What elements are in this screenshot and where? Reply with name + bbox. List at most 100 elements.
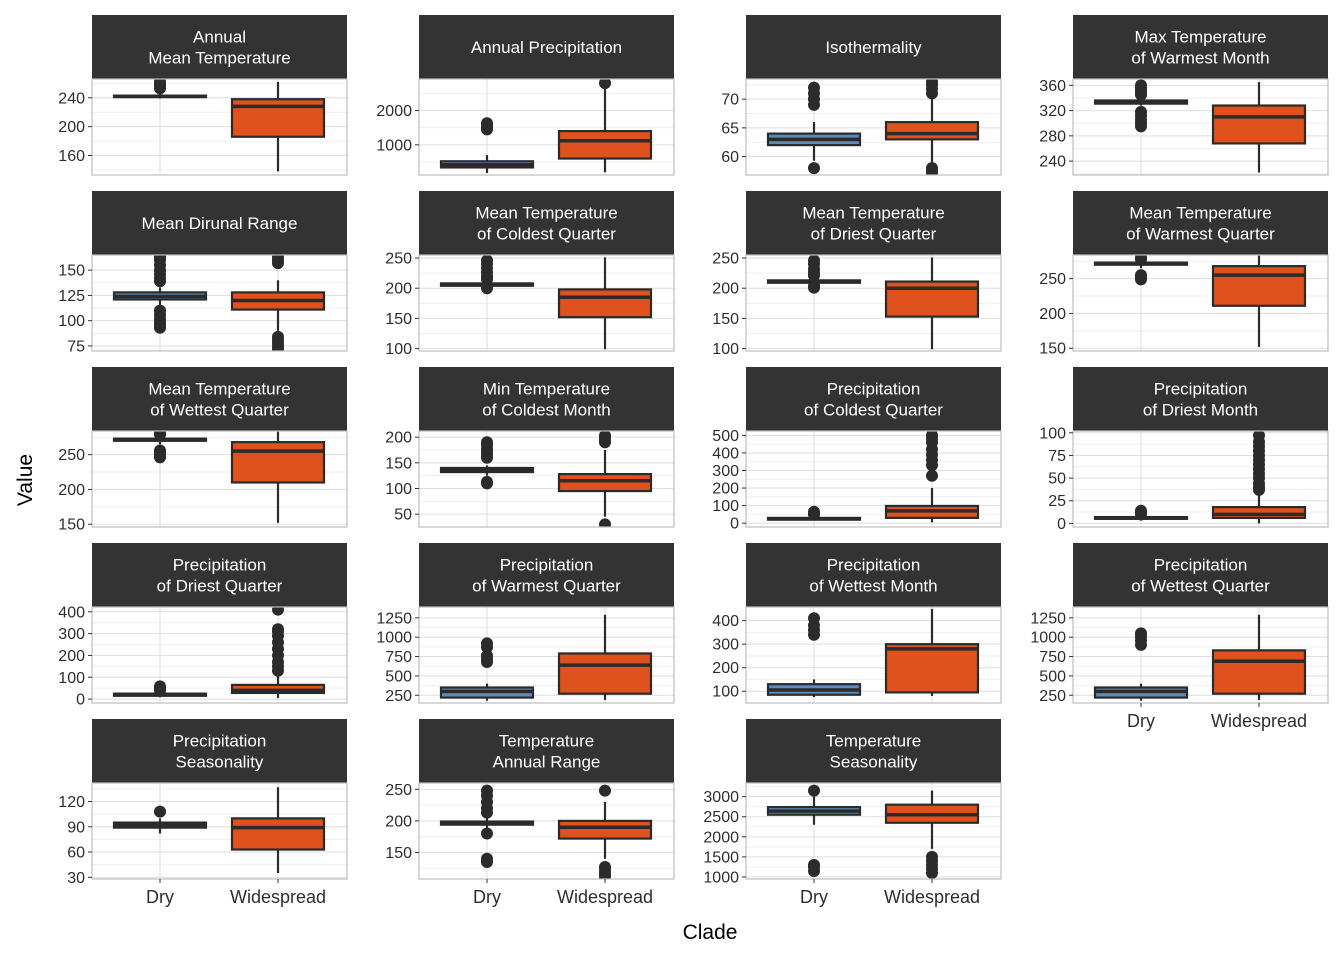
y-tick-label: 150: [712, 311, 739, 328]
outlier-point: [1135, 504, 1147, 517]
panel-content: [1073, 79, 1328, 175]
y-tick-label: 200: [385, 813, 412, 830]
y-tick-label: 1000: [703, 869, 739, 886]
facet-title: Seasonality: [830, 753, 918, 772]
outlier-point: [1135, 627, 1147, 640]
box-body: [557, 819, 653, 840]
y-tick-label: 100: [712, 498, 739, 515]
facet-strip: [92, 15, 347, 79]
facet-strip: [419, 367, 674, 431]
box-widespread: [230, 81, 326, 172]
facet-panels: Annual Mean Temperature 160 200 240 Annual Pr…: [58, 15, 1329, 907]
y-tick-label: 200: [58, 482, 85, 499]
panel-border: [1072, 254, 1329, 352]
box-body: [884, 643, 980, 694]
x-tick-label: Dry: [800, 887, 828, 907]
outlier-point: [272, 255, 284, 264]
outlier-point: [481, 282, 493, 295]
box-widespread: [230, 607, 326, 698]
outlier-point: [599, 431, 611, 442]
facet-title: Precipitation: [1154, 380, 1248, 399]
facet-title: of Driest Quarter: [811, 225, 937, 244]
x-tick-label: Dry: [146, 887, 174, 907]
facet-panel: Precipitation of Driest Month 0 25 50 75 100: [1039, 367, 1329, 533]
panel-border: [1072, 78, 1329, 176]
facet-strip: [92, 191, 347, 255]
facet-strip: [746, 15, 1001, 79]
y-tick-label: 120: [58, 794, 85, 811]
y-tick-label: 1250: [1030, 610, 1066, 627]
y-tick-label: 0: [1057, 516, 1066, 533]
facet-strip: [1073, 15, 1328, 79]
box-widespread: [557, 257, 653, 350]
outlier-point: [808, 279, 820, 292]
outlier-point: [1135, 105, 1147, 118]
facet-title: of Driest Quarter: [157, 577, 283, 596]
box-widespread: [557, 79, 653, 173]
facet-title: of Coldest Quarter: [477, 225, 616, 244]
facet-title: Temperature: [499, 732, 594, 751]
facet-title: Seasonality: [176, 753, 264, 772]
facet-title: of Driest Month: [1143, 401, 1258, 420]
box-widespread: [1211, 255, 1307, 347]
facet-title: of Coldest Month: [482, 401, 611, 420]
box-body: [557, 652, 653, 695]
outlier-point: [481, 784, 493, 797]
box-dry: [766, 612, 862, 698]
box-widespread: [230, 255, 326, 351]
y-tick-label: 100: [385, 481, 412, 498]
panel-content: [92, 431, 347, 527]
y-tick-label: 150: [1039, 341, 1066, 358]
box-widespread: [884, 608, 980, 696]
panel-content: [92, 607, 347, 703]
y-tick-label: 280: [1039, 128, 1066, 145]
x-tick-label: Widespread: [884, 887, 980, 907]
box-dry: [766, 505, 862, 521]
y-tick-label: 750: [385, 649, 412, 666]
box-body: [557, 130, 653, 160]
y-tick-label: 150: [58, 517, 85, 534]
y-tick-label: 240: [1039, 154, 1066, 171]
box-widespread: [557, 431, 653, 527]
facet-title: Min Temperature: [483, 380, 610, 399]
x-tick-label: Widespread: [557, 887, 653, 907]
x-tick-label: Widespread: [230, 887, 326, 907]
y-tick-label: 125: [58, 288, 85, 305]
box-dry: [112, 79, 208, 99]
x-axis-title: Clade: [683, 921, 738, 944]
x-tick-label: Dry: [473, 887, 501, 907]
y-tick-label: 0: [76, 692, 85, 709]
outlier-point: [599, 518, 611, 527]
facet-panel: Annual Precipitation 1000 2000: [376, 15, 675, 176]
y-tick-label: 160: [58, 148, 85, 165]
outlier-point: [599, 79, 611, 90]
panel-content: [419, 255, 674, 351]
y-tick-label: 150: [385, 845, 412, 862]
facet-title: Precipitation: [500, 556, 594, 575]
facet-strip: [419, 543, 674, 607]
box-body: [230, 817, 326, 851]
box-widespread: [1211, 431, 1307, 524]
facet-title: Mean Temperature: [475, 204, 617, 223]
outlier-point: [481, 255, 493, 267]
y-tick-label: 250: [385, 251, 412, 268]
outlier-point: [481, 827, 493, 840]
y-tick-label: 60: [67, 845, 85, 862]
y-tick-label: 250: [712, 251, 739, 268]
panel-content: [92, 783, 347, 879]
facet-title: of Wettest Quarter: [150, 401, 289, 420]
outlier-point: [1135, 79, 1147, 92]
y-tick-label: 150: [58, 263, 85, 280]
outlier-point: [808, 612, 820, 625]
box-dry: [439, 255, 535, 295]
outlier-point: [154, 805, 166, 818]
box-dry: [439, 784, 535, 868]
facet-panel: Temperature Seasonality 1000 1500 2000 2500 30…: [703, 719, 1002, 907]
y-tick-label: 25: [1048, 493, 1066, 510]
y-tick-label: 500: [1039, 668, 1066, 685]
facet-panel: Annual Mean Temperature 160 200 240: [58, 15, 348, 176]
facet-panel: Precipitation of Driest Quarter 0 100 200 300…: [58, 543, 348, 709]
facet-panel: Precipitation of Warmest Quarter 250 500 750…: [376, 543, 675, 705]
panel-border: [418, 430, 675, 528]
